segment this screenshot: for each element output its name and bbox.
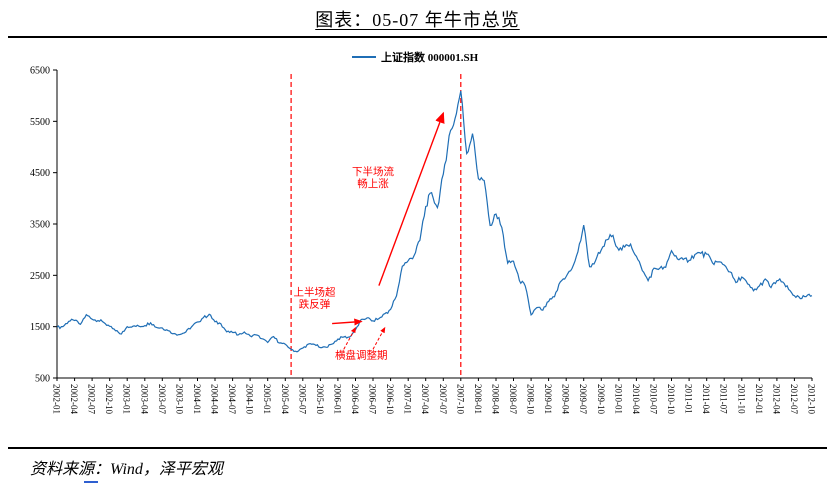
y-tick-label: 2500 [30,271,50,282]
legend-label: 上证指数 000001.SH [381,50,479,64]
first-half-rebound-label: 上半场超跌反弹 [294,285,336,310]
x-tick-label: 2012-07 [789,384,799,414]
x-tick-label: 2008-01 [473,384,483,414]
y-tick-label: 3500 [30,220,50,231]
link-underline-mark [84,481,98,483]
x-tick-label: 2011-07 [719,384,729,414]
x-tick-label: 2011-10 [736,384,746,414]
x-tick-label: 2010-04 [631,384,641,414]
x-tick-label: 2004-10 [245,384,255,414]
consolidation-pointer-right [372,326,386,350]
x-tick-label: 2010-10 [666,384,676,414]
x-tick-label: 2005-01 [262,384,272,414]
chart-title: 图表：05-07 年牛市总览 [315,10,520,30]
y-tick-label: 4500 [30,168,50,179]
x-tick-label: 2012-01 [754,384,764,414]
x-tick-label: 2009-07 [578,384,588,414]
y-tick-label: 6500 [30,66,50,77]
bottom-divider [8,447,827,449]
y-tick-label: 5500 [30,117,50,128]
rebound-arrow [332,318,363,326]
x-tick-label: 2010-01 [613,384,623,414]
x-tick-label: 2005-10 [315,384,325,414]
source-note: 资料来源：Wind，泽平宏观 [30,461,223,478]
y-tick-label: 1500 [30,322,50,333]
consolidation-label: 横盘调整期 [335,348,388,361]
y-tick-label: 500 [35,374,50,385]
x-tick-label: 2012-04 [771,384,781,414]
x-tick-label: 2006-07 [368,384,378,414]
x-tick-label: 2004-07 [227,384,237,414]
consolidation-pointer-left [343,326,356,350]
x-tick-label: 2009-10 [596,384,606,414]
x-tick-label: 2006-04 [350,384,360,414]
x-tick-label: 2012-10 [807,384,817,414]
index-line-chart: 上证指数 000001.SH 6500 5500 4500 3500 2500 1500 50… [0,40,835,445]
x-tick-label: 2006-10 [385,384,395,414]
x-tick-label: 2003-07 [157,384,167,414]
x-tick-label: 2007-01 [403,384,413,414]
x-tick-label: 2011-04 [701,384,711,414]
x-tick-label: 2011-01 [684,384,694,414]
x-tick-label: 2002-07 [87,384,97,414]
x-tick-label: 2007-04 [420,384,430,414]
x-tick-label: 2008-07 [508,384,518,414]
x-tick-label: 2002-04 [69,384,79,414]
rally-arrow [378,111,445,286]
index-line [56,90,813,353]
x-tick-label: 2007-07 [438,384,448,414]
x-tick-label: 2003-01 [122,384,132,414]
x-tick-label: 2009-04 [561,384,571,414]
x-tick-label: 2002-10 [104,384,114,414]
x-tick-label: 2006-01 [332,384,342,414]
x-tick-label: 2003-04 [139,384,149,414]
x-tick-label: 2009-01 [543,384,553,414]
top-divider [8,36,827,38]
second-half-rally-label: 下半场流畅上涨 [352,165,394,190]
x-tick-label: 2005-04 [280,384,290,414]
x-tick-label: 2002-01 [52,384,62,414]
x-tick-label: 2010-07 [649,384,659,414]
x-tick-label: 2008-04 [491,384,501,414]
x-tick-label: 2004-04 [210,384,220,414]
x-tick-label: 2003-10 [174,384,184,414]
chart-svg: 上证指数 000001.SH 6500 5500 4500 3500 2500 1500 50… [30,50,817,414]
x-tick-label: 2008-10 [526,384,536,414]
x-tick-label: 2005-07 [297,384,307,414]
x-tick-label: 2004-01 [192,384,202,414]
x-tick-label: 2007-10 [455,384,465,414]
